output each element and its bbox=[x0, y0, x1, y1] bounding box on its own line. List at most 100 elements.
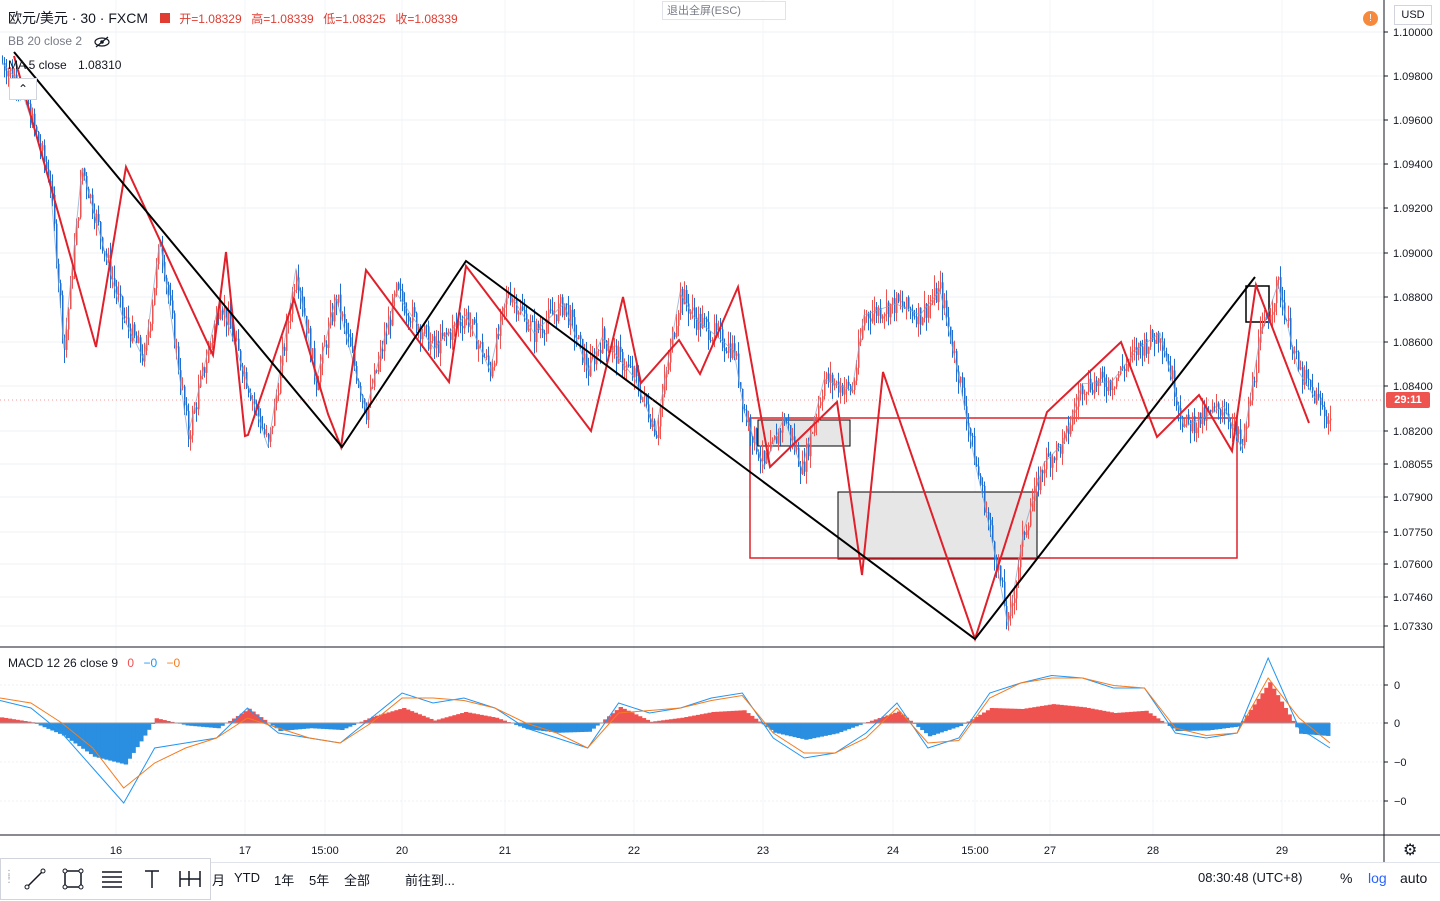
candle-body bbox=[1212, 406, 1214, 411]
candle-body bbox=[906, 297, 908, 308]
macd-histogram-bar bbox=[916, 723, 920, 727]
candle-body bbox=[1276, 280, 1278, 303]
candle-body bbox=[598, 350, 600, 351]
macd-histogram-bar bbox=[1318, 723, 1322, 735]
macd-histogram-bar bbox=[1052, 704, 1056, 723]
text-tool-icon[interactable] bbox=[139, 866, 165, 892]
candle-body bbox=[1146, 339, 1148, 354]
macd-histogram-bar bbox=[97, 723, 101, 758]
macd-histogram-bar bbox=[820, 723, 824, 737]
candle-body bbox=[266, 434, 268, 435]
candle-body bbox=[512, 300, 514, 302]
price-countdown-badge: 29:11 bbox=[1386, 392, 1430, 408]
macd-histogram-bar bbox=[800, 723, 804, 739]
candle-body bbox=[978, 466, 980, 475]
y-tick-label: 1.07600 bbox=[1393, 559, 1433, 571]
x-tick-label: 21 bbox=[499, 845, 511, 857]
macd-histogram-bar bbox=[1133, 712, 1137, 723]
candle-body bbox=[1196, 428, 1198, 434]
candle-body bbox=[432, 336, 434, 341]
clock[interactable]: 08:30:48 (UTC+8) bbox=[1198, 870, 1302, 885]
range-all[interactable]: 全部 bbox=[344, 870, 370, 889]
log-toggle[interactable]: log bbox=[1368, 870, 1387, 886]
drag-handle-icon[interactable]: ⋮⋮ bbox=[4, 872, 10, 888]
candle-body bbox=[884, 314, 886, 316]
macd-histogram-bar bbox=[940, 723, 944, 732]
goto-date-button[interactable]: 前往到... bbox=[405, 870, 455, 889]
macd-histogram-bar bbox=[418, 714, 422, 723]
candle-body bbox=[1102, 372, 1104, 378]
currency-label[interactable]: USD bbox=[1394, 5, 1432, 25]
symbol-name[interactable]: 欧元/美元 · 30 · FXCM bbox=[8, 10, 148, 26]
percent-toggle[interactable]: % bbox=[1340, 870, 1352, 886]
y-tick-label: 1.09400 bbox=[1393, 159, 1433, 171]
rectangle-tool-icon[interactable] bbox=[60, 866, 86, 892]
candle-body bbox=[1256, 373, 1258, 383]
candle-body bbox=[296, 277, 298, 290]
eye-hidden-icon[interactable] bbox=[93, 36, 111, 48]
alert-icon[interactable]: ! bbox=[1363, 11, 1378, 26]
trendline-tool-icon[interactable] bbox=[22, 866, 48, 892]
candle-body bbox=[170, 295, 172, 300]
macd-histogram-bar bbox=[1257, 699, 1261, 723]
candle-body bbox=[444, 332, 446, 336]
candle-body bbox=[730, 343, 732, 358]
macd-histogram-bar bbox=[580, 723, 584, 732]
candle-body bbox=[42, 145, 44, 150]
ma-label: MA 5 close bbox=[8, 58, 67, 72]
macd-histogram-bar bbox=[294, 723, 298, 730]
macd-histogram-bar bbox=[1110, 712, 1114, 723]
candle-body bbox=[716, 323, 718, 330]
macd-histogram-bar bbox=[1094, 709, 1098, 723]
measure-tool-icon[interactable] bbox=[177, 866, 203, 892]
macd-histogram-bar bbox=[336, 723, 340, 730]
collapse-legend-button[interactable]: ⌃ bbox=[9, 78, 37, 100]
macd-histogram-bar bbox=[1218, 723, 1222, 729]
macd-histogram-bar bbox=[1028, 708, 1032, 723]
candle-body bbox=[1306, 370, 1308, 379]
candle-body bbox=[706, 319, 708, 322]
candle-body bbox=[1028, 526, 1030, 531]
macd-histogram-bar bbox=[1156, 718, 1160, 723]
candle-body bbox=[832, 375, 834, 386]
candle-body bbox=[726, 351, 728, 353]
settings-gear-icon[interactable]: ⚙ bbox=[1403, 840, 1417, 860]
macd-histogram-bar bbox=[410, 711, 414, 723]
macd-histogram-bar bbox=[824, 723, 828, 736]
macd-histogram-bar bbox=[441, 718, 445, 723]
exit-fullscreen-button[interactable]: 退出全屏(ESC) bbox=[662, 1, 786, 20]
range-5y[interactable]: 5年 bbox=[309, 870, 329, 889]
candle-body bbox=[294, 290, 296, 292]
candle-body bbox=[562, 297, 564, 315]
macd-histogram-bar bbox=[796, 723, 800, 738]
range-month[interactable]: 月 bbox=[212, 870, 225, 889]
macd-histogram-bar bbox=[313, 723, 317, 728]
candle-body bbox=[1202, 407, 1204, 424]
candle-body bbox=[620, 347, 622, 352]
range-1y[interactable]: 1年 bbox=[274, 870, 294, 889]
range-ytd[interactable]: YTD bbox=[234, 870, 260, 885]
fib-tool-icon[interactable] bbox=[99, 866, 125, 892]
auto-toggle[interactable]: auto bbox=[1400, 870, 1427, 886]
candle-body bbox=[1186, 415, 1188, 425]
candle-body bbox=[348, 334, 350, 337]
candle-body bbox=[238, 339, 240, 351]
x-tick-label: 20 bbox=[396, 845, 408, 857]
y-tick-label: 1.08200 bbox=[1393, 426, 1433, 438]
candle-body bbox=[1096, 381, 1098, 387]
candle-body bbox=[676, 326, 678, 337]
macd-histogram-bar bbox=[1144, 711, 1148, 723]
candle-body bbox=[382, 349, 384, 351]
ma-indicator-label[interactable]: MA 5 close 1.08310 bbox=[8, 58, 121, 72]
candle-body bbox=[78, 217, 80, 220]
candle-body bbox=[1192, 416, 1194, 431]
candle-body bbox=[1274, 303, 1276, 312]
macd-histogram-bar bbox=[139, 723, 143, 741]
candle-body bbox=[1312, 387, 1314, 390]
macd-histogram-bar bbox=[1137, 711, 1141, 723]
candle-body bbox=[600, 350, 602, 353]
bb-indicator-label[interactable]: BB 20 close 2 bbox=[8, 34, 111, 48]
macd-indicator-label[interactable]: MACD 12 26 close 9 0 −0 −0 bbox=[8, 656, 180, 670]
candle-body bbox=[290, 314, 292, 321]
